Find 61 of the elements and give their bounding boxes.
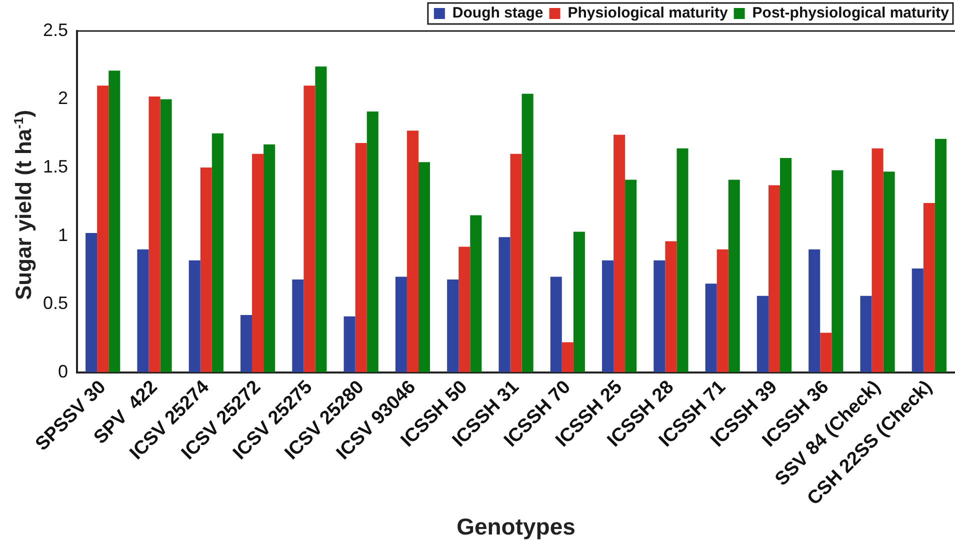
bar (188, 260, 200, 372)
bar (705, 284, 717, 372)
bar (344, 316, 356, 372)
bar (934, 138, 946, 372)
bar (447, 279, 459, 372)
bar (212, 133, 224, 372)
bar (240, 314, 252, 372)
bar (137, 249, 149, 372)
bar (808, 249, 820, 372)
legend-label: Post-physiological maturity (752, 4, 950, 22)
bar (200, 168, 212, 372)
bar (820, 332, 832, 372)
legend-label: Physiological maturity (568, 4, 728, 22)
bar (97, 86, 109, 372)
y-tick-label: 0 (58, 361, 68, 382)
bar (355, 142, 367, 372)
bar (832, 170, 844, 372)
y-tick-label: 0.5 (42, 293, 68, 314)
bar (665, 241, 677, 372)
bar (602, 260, 614, 372)
bar (304, 86, 316, 372)
bar (625, 180, 637, 372)
bar (522, 94, 534, 372)
bar (470, 215, 482, 372)
y-tick-label: 2.5 (42, 20, 68, 40)
bar (264, 144, 276, 372)
bar (366, 112, 378, 372)
bar (406, 130, 418, 372)
bar (562, 342, 574, 372)
bar (883, 172, 895, 372)
bar (872, 148, 884, 372)
y-tick-label: 2 (58, 88, 68, 108)
bar (614, 134, 626, 372)
bar (292, 279, 304, 372)
bar (912, 268, 924, 372)
bar (860, 296, 872, 372)
bar (550, 276, 562, 372)
bar (780, 158, 792, 372)
bar (418, 162, 430, 372)
bar (458, 246, 470, 372)
bar (676, 148, 688, 372)
bar (654, 260, 666, 372)
x-axis-title: Genotypes (456, 514, 576, 540)
bar (148, 96, 160, 372)
bar (108, 70, 120, 372)
bar (498, 237, 510, 372)
y-tick-label: 1 (58, 224, 68, 245)
bar (768, 185, 780, 372)
legend-label: Dough stage (452, 4, 544, 22)
bar (716, 249, 728, 372)
bar (160, 99, 172, 372)
bar (756, 296, 768, 372)
y-tick-label: 1.5 (42, 156, 68, 176)
bar (923, 203, 935, 372)
bar (315, 66, 327, 372)
bar (86, 233, 98, 372)
bar (728, 180, 740, 372)
bar (510, 154, 522, 372)
bar (395, 276, 407, 372)
bar (252, 154, 264, 372)
bar (573, 232, 585, 372)
